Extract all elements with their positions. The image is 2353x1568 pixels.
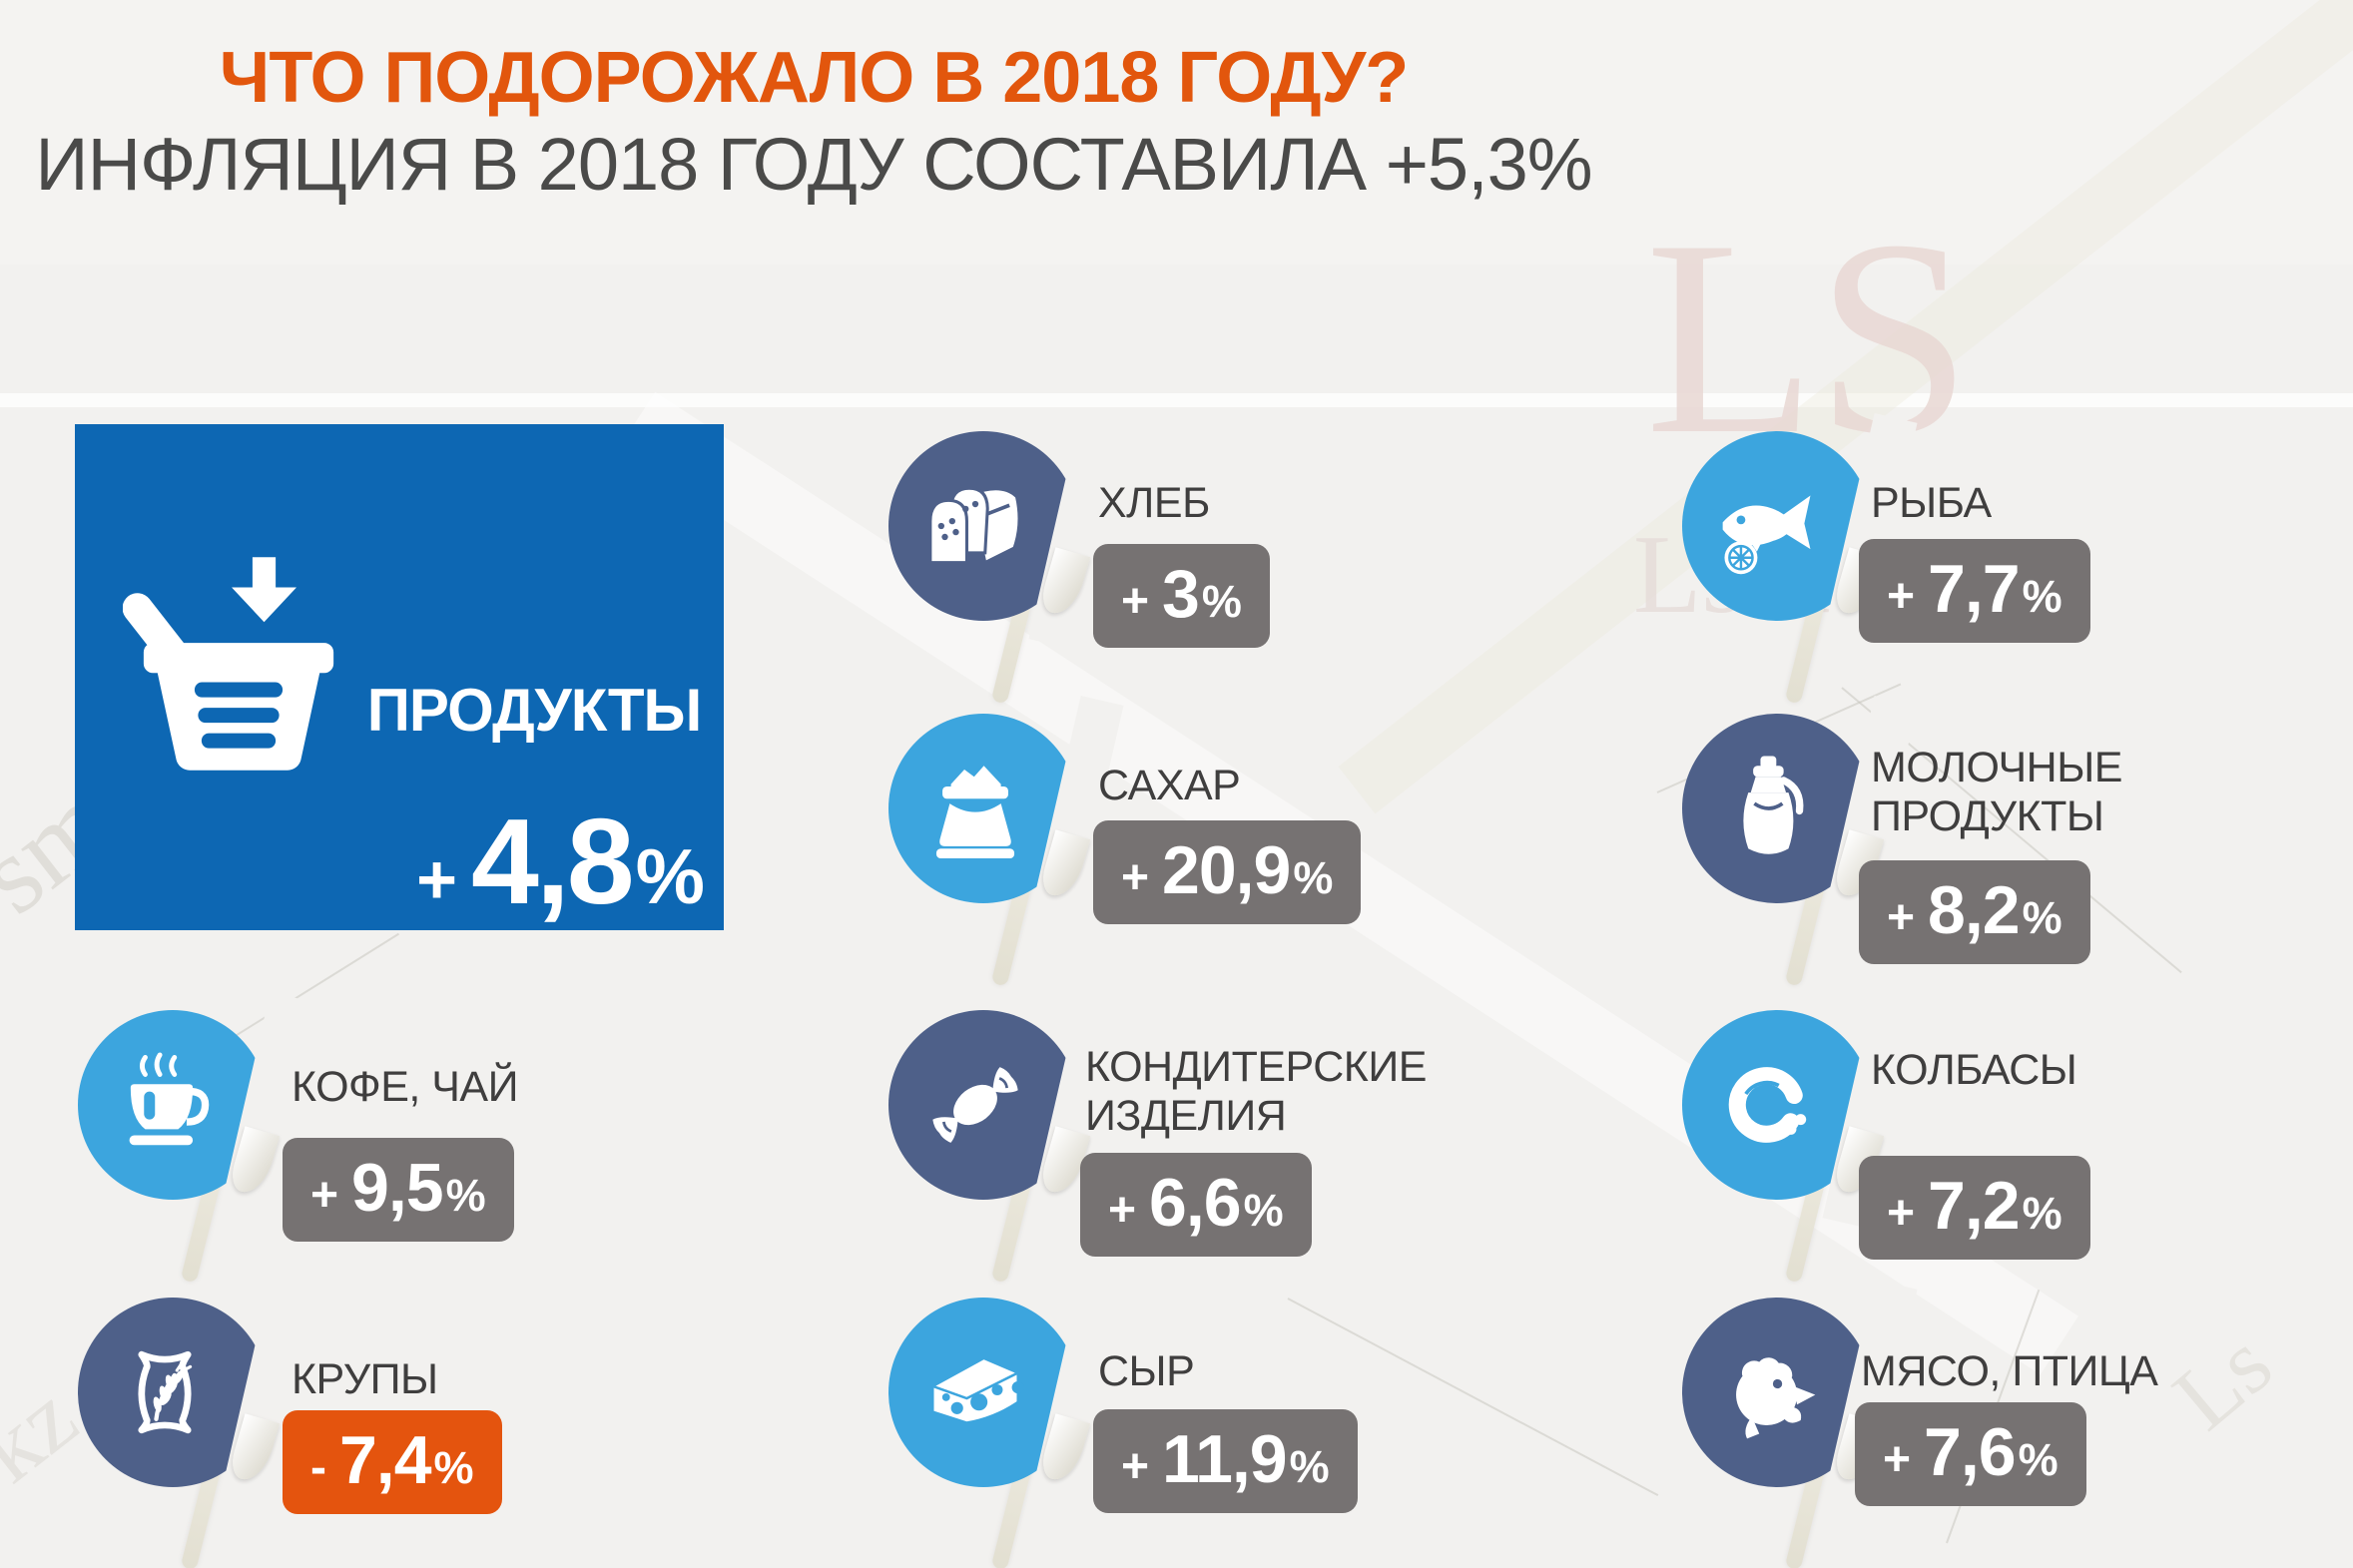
coffee-sticker xyxy=(78,1010,307,1284)
sugar-icon-circle xyxy=(888,714,1078,903)
page-title: ЧТО ПОДОРОЖАЛО В 2018 ГОДУ? xyxy=(219,38,1410,118)
coffee-icon-circle xyxy=(78,1010,268,1200)
header: ЧТО ПОДОРОЖАЛО В 2018 ГОДУ? ИНФЛЯЦИЯ В 2… xyxy=(0,42,1627,202)
products-summary-box: ПРОДУКТЫ + 4,8 % xyxy=(75,424,724,930)
item-badge-cheese: +11,9% xyxy=(1093,1409,1358,1513)
item-label-grain: КРУПЫ xyxy=(292,1355,438,1403)
item-label-coffee: КОФЕ, ЧАЙ xyxy=(292,1063,519,1111)
item-badge-bread: +3% xyxy=(1093,544,1270,648)
fish-icon xyxy=(1722,495,1811,575)
cheese-icon-circle xyxy=(888,1298,1078,1487)
item-label-milk: МОЛОЧНЫЕ ПРОДУКТЫ xyxy=(1871,744,2122,841)
fish-sticker xyxy=(1682,431,1912,705)
page-subtitle: ИНФЛЯЦИЯ В 2018 ГОДУ СОСТАВИЛА +5,3% xyxy=(35,123,1592,206)
bread-icon xyxy=(928,486,1021,565)
grain-icon-circle xyxy=(78,1298,268,1487)
item-label-fish: РЫБА xyxy=(1871,479,1992,527)
chicken-icon xyxy=(1736,1357,1816,1439)
sausage-sticker xyxy=(1682,1010,1912,1284)
item-badge-coffee: +9,5% xyxy=(283,1138,514,1242)
cheese-icon xyxy=(929,1356,1024,1424)
item-label-sugar: САХАР xyxy=(1098,762,1241,809)
item-label-candy: КОНДИТЕРСКИЕ ИЗДЕЛИЯ xyxy=(1085,1043,1427,1141)
candy-icon xyxy=(932,1067,1018,1143)
sausage-icon-circle xyxy=(1682,1010,1872,1200)
products-value-number: 4,8 xyxy=(471,793,635,929)
item-label-sausage: КОЛБАСЫ xyxy=(1871,1046,2077,1094)
header-background-strip xyxy=(0,0,2353,264)
fish-icon-circle xyxy=(1682,431,1872,621)
milk-can-icon xyxy=(1743,756,1804,854)
item-badge-milk: +8,2% xyxy=(1859,860,2090,964)
chicken-icon-circle xyxy=(1682,1298,1872,1487)
item-badge-sugar: +20,9% xyxy=(1093,820,1362,924)
cheese-sticker xyxy=(888,1298,1118,1568)
candy-icon-circle xyxy=(888,1010,1078,1200)
item-badge-candy: +6,6% xyxy=(1080,1153,1312,1257)
item-badge-fish: +7,7% xyxy=(1859,539,2090,643)
shopping-basket-icon xyxy=(123,557,334,771)
item-label-cheese: СЫР xyxy=(1098,1347,1195,1395)
item-label-chicken: МЯСО, ПТИЦА xyxy=(1861,1347,2158,1395)
milk-icon-circle xyxy=(1682,714,1872,903)
products-value-sign: + xyxy=(416,840,458,918)
bread-sticker xyxy=(888,431,1118,705)
chicken-sticker xyxy=(1682,1298,1912,1568)
products-value: + 4,8 % xyxy=(319,791,705,931)
coffee-cup-icon xyxy=(129,1052,210,1146)
grain-sack-icon xyxy=(138,1350,193,1434)
products-label: ПРОДУКТЫ xyxy=(366,677,703,744)
item-badge-grain: -7,4% xyxy=(283,1410,502,1514)
sausage-ring-icon xyxy=(1728,1067,1807,1143)
watermark-corner: Ls xyxy=(2153,1311,2291,1449)
candy-sticker xyxy=(888,1010,1118,1284)
sugar-sack-icon xyxy=(935,766,1015,859)
grain-sticker xyxy=(78,1298,307,1568)
item-badge-sausage: +7,2% xyxy=(1859,1156,2090,1260)
sugar-sticker xyxy=(888,714,1118,987)
item-badge-chicken: +7,6% xyxy=(1855,1402,2086,1506)
item-label-bread: ХЛЕБ xyxy=(1098,479,1210,527)
divider-band xyxy=(0,393,2353,407)
percent-sign: % xyxy=(635,832,705,920)
bread-icon-circle xyxy=(888,431,1078,621)
milk-sticker xyxy=(1682,714,1912,987)
